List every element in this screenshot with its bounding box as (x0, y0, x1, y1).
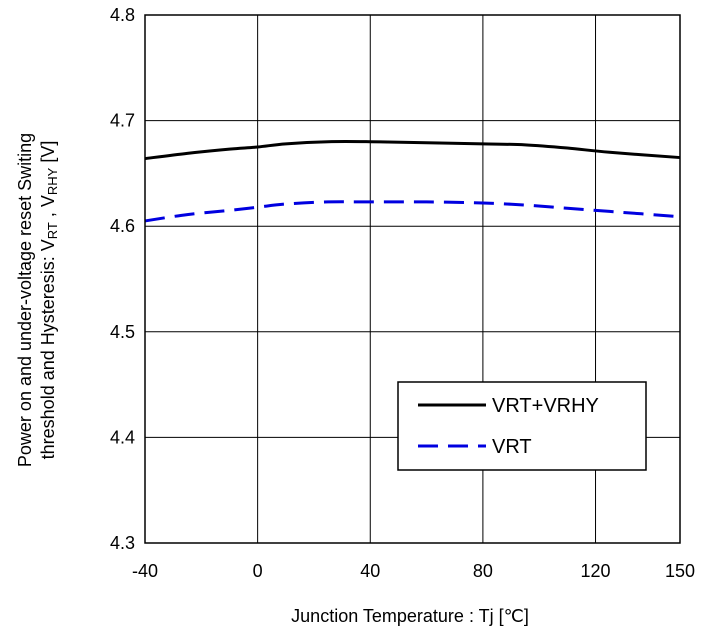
x-tick-labels: -40 0 40 80 120 150 (132, 561, 695, 581)
x-tick-label: 0 (253, 561, 263, 581)
series-line-vrt-vrhy (144, 140, 681, 161)
y-tick-label: 4.5 (110, 322, 135, 342)
legend-box (397, 381, 647, 471)
y-tick-label: 4.7 (110, 111, 135, 131)
plot-area-frame (144, 14, 681, 544)
series-lines (144, 140, 681, 223)
y-axis-label-line2: threshold and Hysteresis: VRT , VRHY [V] (38, 141, 60, 460)
y-tick-label: 4.3 (110, 533, 135, 553)
x-tick-label: 120 (581, 561, 611, 581)
legend-label: VRT+VRHY (492, 395, 599, 417)
legend: VRT+VRHY VRT (397, 381, 647, 471)
series-line-vrt (144, 200, 681, 223)
x-axis-label: Junction Temperature : Tj [℃] (291, 606, 529, 626)
x-tick-label: 80 (473, 561, 493, 581)
x-tick-label: 150 (665, 561, 695, 581)
y-tick-labels: 4.3 4.4 4.5 4.6 4.7 4.8 (110, 5, 135, 553)
y-tick-label: 4.4 (110, 427, 135, 447)
y-tick-label: 4.8 (110, 5, 135, 25)
legend-label: VRT (492, 436, 532, 458)
y-axis-label: Power on and under-voltage reset Switing… (15, 133, 60, 467)
y-axis-label-line1: Power on and under-voltage reset Switing (15, 133, 35, 467)
x-tick-label: -40 (132, 561, 158, 581)
y-tick-label: 4.6 (110, 216, 135, 236)
x-tick-label: 40 (360, 561, 380, 581)
